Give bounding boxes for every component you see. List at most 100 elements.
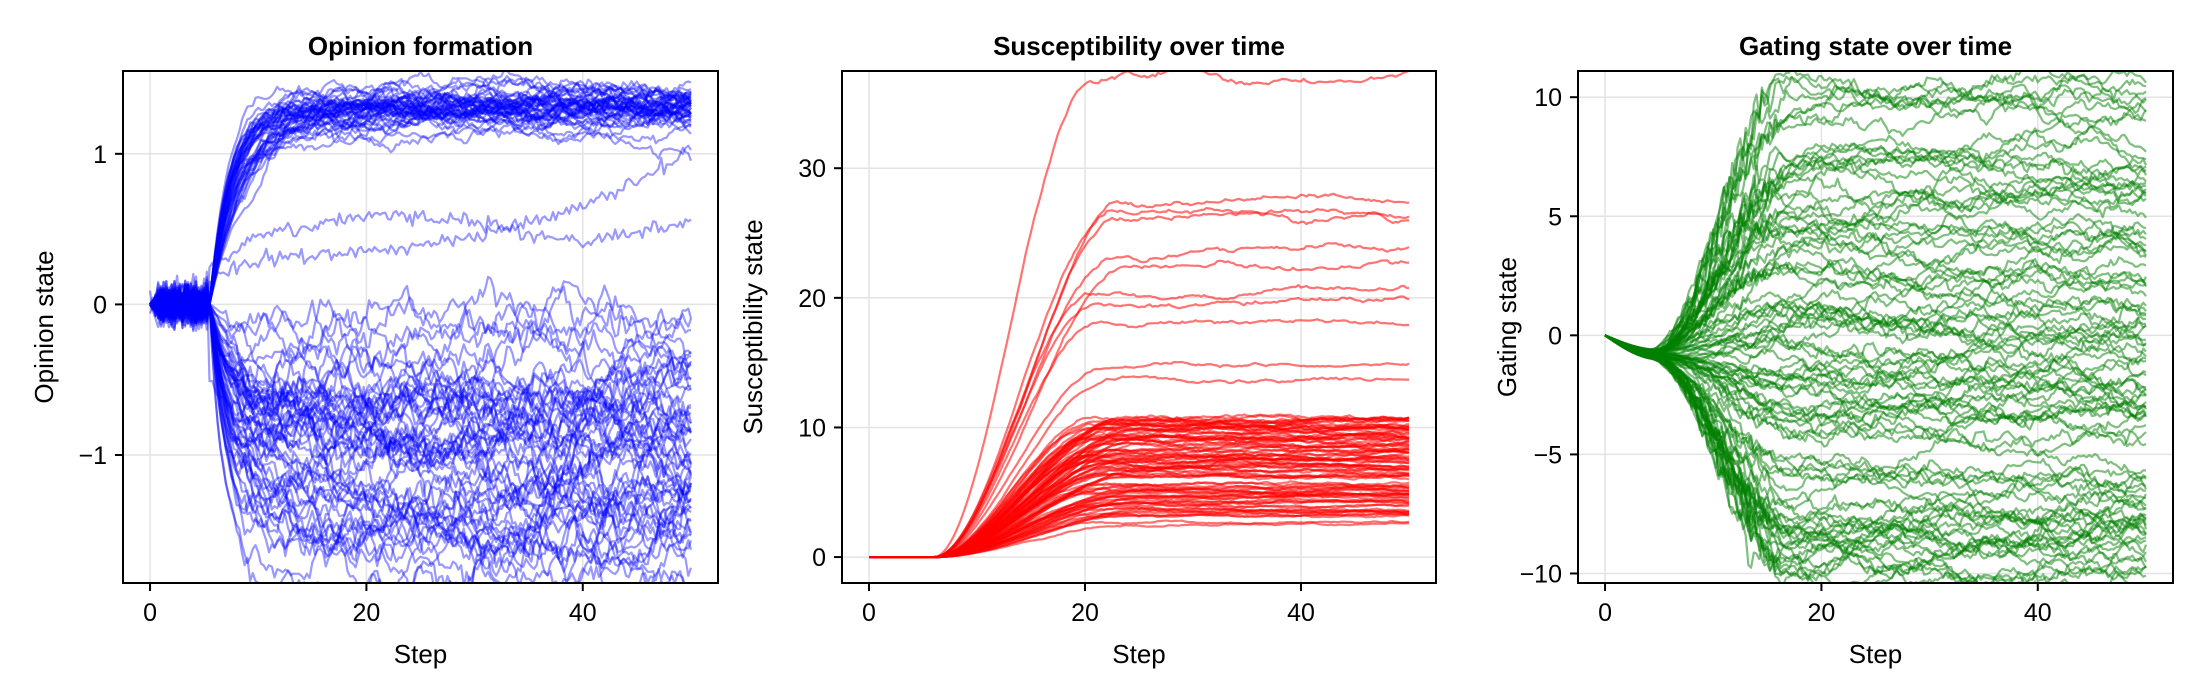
series-line-29 xyxy=(149,103,692,321)
series-group xyxy=(148,71,693,583)
series-line-50 xyxy=(149,290,693,424)
y-tick-label: 10 xyxy=(798,414,826,442)
series-line-75 xyxy=(149,290,693,566)
series-line-70 xyxy=(1604,136,2147,357)
plot-frame xyxy=(841,70,1437,584)
series-line-31 xyxy=(149,76,692,320)
y-tick-label: 0 xyxy=(93,291,107,319)
y-tick-label: 20 xyxy=(798,285,826,313)
series-line-44 xyxy=(1604,293,2147,353)
series-line-59 xyxy=(149,286,692,434)
series-line-89 xyxy=(149,281,692,445)
panel-gating-state-over-time: 0 20 40 −10 −5 0 5 10 Gating state over time Step… xyxy=(1492,31,2174,669)
series-line-28 xyxy=(149,85,692,324)
series-line-20 xyxy=(149,94,692,323)
series-line-9 xyxy=(869,318,1410,559)
y-tick-label: 10 xyxy=(1534,84,1562,112)
y-tick-label: 30 xyxy=(798,155,826,183)
series-line-98 xyxy=(149,289,692,460)
series-line-7 xyxy=(149,93,692,316)
series-line-83 xyxy=(149,280,692,379)
series-line-89 xyxy=(1604,334,2147,515)
series-line-13 xyxy=(149,108,692,325)
series-line-12 xyxy=(149,92,692,314)
series-line-53 xyxy=(149,284,692,505)
series-line-103 xyxy=(149,276,692,583)
series-line-91 xyxy=(149,292,692,484)
series-line-85 xyxy=(1604,307,2147,360)
x-tick-label: 20 xyxy=(1808,599,1836,627)
series-line-67 xyxy=(1604,295,2146,351)
series-line-33 xyxy=(149,102,692,328)
series-line-90 xyxy=(148,287,692,516)
series-line-80 xyxy=(1604,334,2147,379)
series-line-66 xyxy=(1604,334,2147,560)
series-line-64 xyxy=(149,286,692,441)
series-line-85 xyxy=(149,275,693,365)
series-line-68 xyxy=(149,284,692,516)
series-line-63 xyxy=(149,285,692,433)
series-line-36 xyxy=(149,92,692,325)
series-line-81 xyxy=(149,291,692,565)
series-line-1 xyxy=(149,103,692,321)
plot-frame xyxy=(122,70,719,584)
series-line-78 xyxy=(149,287,693,566)
series-line-21 xyxy=(149,93,692,323)
y-tick-label: −5 xyxy=(1533,441,1562,469)
series-line-16 xyxy=(149,100,692,319)
series-line-47 xyxy=(149,285,693,362)
series-line-30 xyxy=(149,81,692,333)
series-line-100 xyxy=(869,449,1410,559)
series-line-27 xyxy=(149,93,692,322)
series-line-43 xyxy=(1604,334,2147,441)
series-line-41 xyxy=(149,86,692,323)
y-tick-label: −1 xyxy=(78,442,107,470)
x-tick-label: 40 xyxy=(2024,599,2052,627)
plot-frame xyxy=(1577,70,2174,584)
series-line-47 xyxy=(1604,334,2147,583)
series-line-49 xyxy=(149,279,693,537)
series-line-100 xyxy=(149,275,692,473)
series-line-83 xyxy=(1604,334,2147,408)
chart-title: Susceptibility over time xyxy=(993,31,1285,61)
series-line-25 xyxy=(149,86,692,321)
series-line-9 xyxy=(149,99,692,319)
series-line-71 xyxy=(149,280,692,503)
series-line-55 xyxy=(149,286,692,437)
y-axis-label: Opinion state xyxy=(29,250,59,403)
series-line-67 xyxy=(149,280,693,503)
x-tick-label: 0 xyxy=(862,599,876,627)
series-line-3 xyxy=(149,84,692,330)
series-line-42 xyxy=(149,91,692,317)
grid xyxy=(123,71,718,583)
series-line-22 xyxy=(149,88,692,325)
series-line-101 xyxy=(148,209,692,329)
series-line-70 xyxy=(149,286,692,436)
series-line-14 xyxy=(149,89,692,324)
y-tick-label: 0 xyxy=(1548,322,1562,350)
series-line-73 xyxy=(149,286,692,533)
series-line-35 xyxy=(149,107,692,317)
series-line-95 xyxy=(1604,334,2147,422)
series-line-99 xyxy=(150,289,692,504)
series-line-97 xyxy=(1604,292,2146,353)
series-line-1 xyxy=(869,71,1410,559)
series-line-45 xyxy=(149,75,692,317)
y-axis-label: Susceptibility state xyxy=(738,219,768,434)
series-line-48 xyxy=(149,290,692,422)
series-line-66 xyxy=(149,288,693,583)
series-line-6 xyxy=(149,94,692,324)
series-line-11 xyxy=(149,95,692,323)
series-group xyxy=(1604,71,2148,583)
series-line-56 xyxy=(149,285,693,583)
series-line-26 xyxy=(149,122,692,318)
series-line-62 xyxy=(149,289,692,400)
series-line-100 xyxy=(1604,275,2147,357)
series-line-88 xyxy=(149,288,692,523)
series-line-2 xyxy=(149,86,692,321)
series-line-40 xyxy=(149,86,692,320)
x-axis-label: Step xyxy=(394,639,448,669)
series-line-77 xyxy=(149,288,692,453)
series-line-10 xyxy=(869,360,1410,559)
